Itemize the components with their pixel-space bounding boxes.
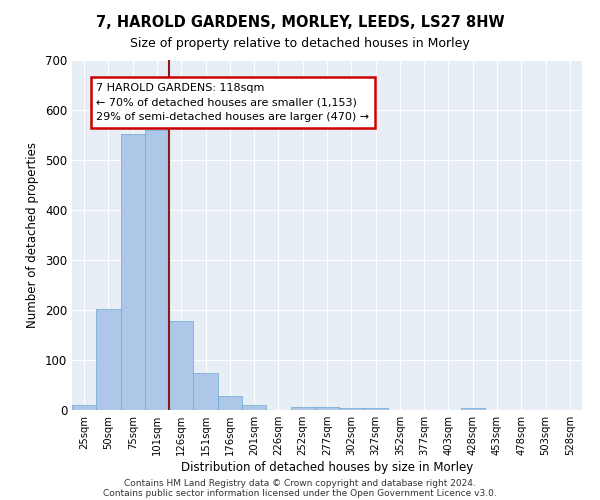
Bar: [121, 134, 145, 410]
Bar: [145, 130, 169, 410]
Bar: [364, 408, 388, 410]
Y-axis label: Number of detached properties: Number of detached properties: [26, 142, 40, 328]
Bar: [96, 308, 121, 410]
Text: 7, HAROLD GARDENS, MORLEY, LEEDS, LS27 8HW: 7, HAROLD GARDENS, MORLEY, LEEDS, LS27 8…: [95, 15, 505, 30]
Bar: [218, 396, 242, 410]
Text: Contains HM Land Registry data © Crown copyright and database right 2024.: Contains HM Land Registry data © Crown c…: [124, 478, 476, 488]
Bar: [72, 405, 96, 410]
Bar: [169, 321, 193, 410]
Text: Contains public sector information licensed under the Open Government Licence v3: Contains public sector information licen…: [103, 488, 497, 498]
Bar: [242, 405, 266, 410]
Bar: [461, 408, 485, 410]
X-axis label: Distribution of detached houses by size in Morley: Distribution of detached houses by size …: [181, 461, 473, 474]
Bar: [315, 406, 339, 410]
Bar: [290, 406, 315, 410]
Text: Size of property relative to detached houses in Morley: Size of property relative to detached ho…: [130, 38, 470, 51]
Text: 7 HAROLD GARDENS: 118sqm
← 70% of detached houses are smaller (1,153)
29% of sem: 7 HAROLD GARDENS: 118sqm ← 70% of detach…: [96, 82, 370, 122]
Bar: [193, 372, 218, 410]
Bar: [339, 408, 364, 410]
